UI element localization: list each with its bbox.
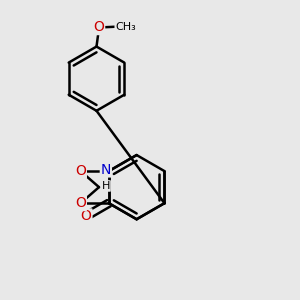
Text: H: H	[102, 181, 110, 191]
Text: O: O	[75, 196, 86, 210]
Text: O: O	[93, 20, 104, 34]
Text: O: O	[81, 209, 92, 223]
Text: N: N	[101, 163, 111, 177]
Text: CH₃: CH₃	[115, 22, 136, 32]
Text: O: O	[75, 164, 86, 178]
